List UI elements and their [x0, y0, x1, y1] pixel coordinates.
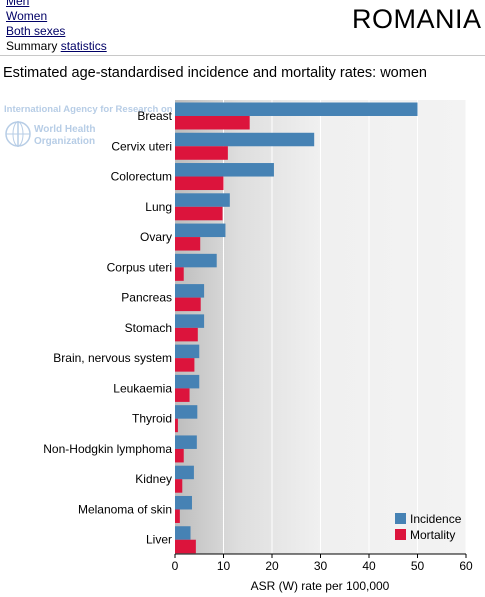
- legend-label-mortality: Mortality: [410, 528, 455, 542]
- sex-navigation: Men Women Both sexes Summary statistics: [6, 0, 107, 54]
- x-tick-label: 30: [314, 559, 328, 573]
- x-axis-title: ASR (W) rate per 100,000: [251, 579, 390, 593]
- bar-mortality: [175, 358, 195, 372]
- bar-incidence: [175, 132, 315, 147]
- category-label: Leukaemia: [113, 381, 172, 395]
- category-label: Pancreas: [121, 291, 172, 305]
- header-divider: [0, 55, 485, 56]
- bar-mortality: [175, 327, 198, 342]
- bar-mortality: [175, 116, 250, 130]
- nav-women-link[interactable]: Women: [6, 9, 48, 23]
- bar-incidence: [175, 102, 418, 116]
- legend: Incidence Mortality: [395, 512, 462, 542]
- bar-incidence: [175, 526, 191, 540]
- x-tick-label: 50: [411, 559, 425, 573]
- x-axis-ticks: 0 10 20 30 40 50 60: [172, 554, 473, 573]
- category-label: Stomach: [125, 321, 172, 335]
- bar-incidence: [175, 223, 226, 238]
- category-label: Brain, nervous system: [53, 351, 172, 365]
- cancer-rates-chart: International Agency for Research on Can…: [4, 100, 473, 593]
- bar-incidence: [175, 163, 274, 177]
- bar-incidence: [175, 465, 194, 480]
- bar-mortality: [175, 448, 184, 463]
- category-labels: Breast Cervix uteri Colorectum Lung Ovary Cor…: [43, 109, 172, 547]
- bar-incidence: [175, 435, 197, 449]
- bar-mortality: [175, 297, 201, 312]
- bar-incidence: [175, 374, 200, 389]
- bar-mortality: [175, 539, 196, 554]
- nav-men-link[interactable]: Men: [6, 0, 30, 8]
- who-watermark-line1: World Health: [34, 124, 95, 135]
- summary-statistics-row: Summary statistics: [6, 39, 107, 54]
- who-emblem-icon: [5, 121, 31, 147]
- category-label: Kidney: [135, 472, 172, 486]
- bar-mortality: [175, 509, 180, 523]
- bar-incidence: [175, 253, 217, 268]
- bar-mortality: [175, 388, 190, 402]
- category-label: Colorectum: [111, 170, 172, 184]
- summary-label: Summary: [6, 39, 58, 53]
- x-tick-label: 20: [265, 559, 279, 573]
- country-title: ROMANIA: [352, 4, 482, 34]
- category-label: Corpus uteri: [107, 260, 172, 274]
- bar-incidence: [175, 495, 192, 510]
- bar-incidence: [175, 284, 205, 298]
- summary-statistics-link[interactable]: statistics: [60, 39, 107, 53]
- bar-incidence: [175, 193, 230, 207]
- category-label: Lung: [145, 200, 172, 214]
- x-tick-label: 0: [172, 559, 179, 573]
- x-tick-label: 10: [217, 559, 231, 573]
- bar-incidence: [175, 405, 198, 419]
- category-label: Breast: [137, 109, 172, 123]
- bar-mortality: [175, 418, 178, 433]
- category-label: Cervix uteri: [111, 139, 172, 153]
- bar-mortality: [175, 237, 201, 251]
- category-label: Ovary: [140, 230, 172, 244]
- bar-mortality: [175, 206, 223, 221]
- legend-swatch-incidence: [395, 513, 406, 524]
- x-tick-label: 60: [459, 559, 473, 573]
- chart-subtitle: Estimated age-standardised incidence and…: [3, 65, 427, 81]
- x-tick-label: 40: [362, 559, 376, 573]
- bar-mortality: [175, 146, 228, 160]
- bar-incidence: [175, 314, 205, 328]
- bar-incidence: [175, 344, 200, 359]
- who-watermark-line2: Organization: [34, 136, 95, 147]
- legend-label-incidence: Incidence: [410, 512, 462, 526]
- bar-mortality: [175, 267, 184, 281]
- legend-swatch-mortality: [395, 529, 406, 540]
- category-label: Melanoma of skin: [78, 502, 172, 516]
- category-label: Liver: [146, 533, 172, 547]
- iarc-watermark: International Agency for Research on Can…: [4, 104, 208, 115]
- bar-mortality: [175, 176, 224, 191]
- bars: [175, 102, 418, 554]
- nav-both-sexes-link[interactable]: Both sexes: [6, 24, 66, 38]
- bar-mortality: [175, 479, 183, 493]
- category-label: Thyroid: [132, 412, 172, 426]
- category-label: Non-Hodgkin lymphoma: [43, 442, 172, 456]
